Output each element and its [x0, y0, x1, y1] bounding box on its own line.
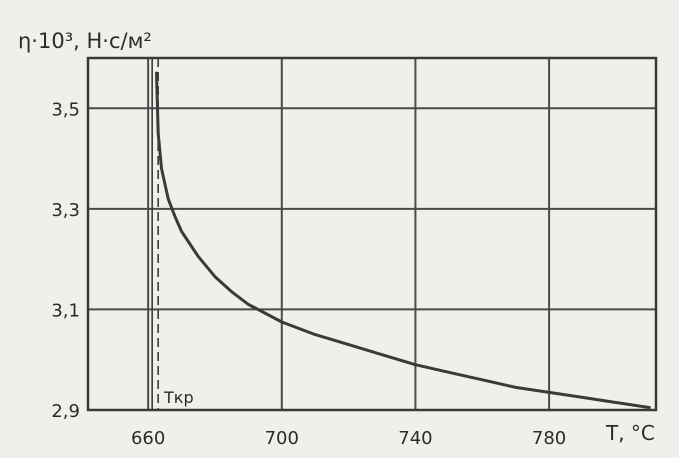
plot-frame: [86, 56, 658, 412]
tick-labels: 660 700 740 780 2,9 3,1 3,3 3,5: [51, 99, 566, 449]
x-tick-label: 700: [265, 428, 299, 449]
x-tick-label: 740: [398, 428, 432, 449]
grid-layer: [88, 58, 656, 410]
y-tick-label: 3,5: [51, 99, 80, 120]
x-axis-label: T, °C: [605, 421, 655, 445]
viscosity-curve: [155, 71, 651, 409]
y-tick-label: 3,3: [51, 200, 80, 221]
y-axis-label: η·10³, Н·с/м²: [18, 29, 152, 53]
y-tick-label: 2,9: [51, 401, 80, 422]
x-tick-label: 780: [532, 428, 566, 449]
critical-temperature-label: Tкр: [163, 388, 194, 407]
x-tick-label: 660: [131, 428, 165, 449]
y-tick-label: 3,1: [51, 300, 80, 321]
series-layer: [151, 58, 651, 410]
